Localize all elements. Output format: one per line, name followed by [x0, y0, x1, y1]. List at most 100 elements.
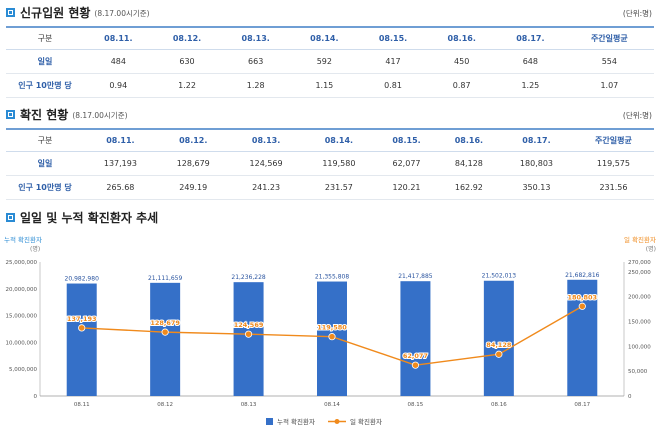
bar-data-label: 21,355,808: [315, 274, 350, 281]
table-cell: 120.21: [375, 175, 438, 200]
column-header: 08.17.: [496, 26, 565, 50]
right-tick-label: 150,000: [628, 320, 651, 326]
bar-data-label: 21,236,228: [231, 274, 266, 281]
line-data-label: 137,193: [67, 315, 97, 323]
table-cell: 137,193: [84, 151, 157, 176]
section-title: 확진 현황: [20, 107, 69, 122]
left-tick-label: 20,000,000: [6, 287, 38, 293]
table-cell: 630: [152, 49, 222, 74]
column-header: 08.12.: [152, 26, 222, 50]
bar: [483, 280, 514, 396]
left-tick-label: 0: [34, 394, 38, 400]
line-point: [411, 361, 420, 369]
row-label: 인구 10만명 당: [6, 175, 84, 200]
table-cell: 554: [564, 49, 654, 74]
bar-data-label: 21,417,885: [398, 273, 433, 280]
column-header: 08.11.: [84, 26, 153, 50]
trend-chart: 누적 확진환자(명)일 확진환자(명)05,000,00010,000,0001…: [4, 235, 656, 426]
bar-data-label: 21,111,659: [148, 275, 183, 282]
line-data-label: 119,580: [317, 324, 347, 332]
section-bullet-icon: [6, 212, 15, 222]
table-cell: 1.15: [290, 73, 359, 98]
row-label: 일일: [6, 49, 84, 74]
line-data-label: 124,569: [234, 321, 264, 329]
admissions-table: 구분 08.11. 08.12. 08.13. 08.14. 08.15. 08.16. 08…: [6, 26, 654, 98]
line-point: [578, 302, 586, 310]
table-cell: 417: [358, 49, 428, 74]
bar: [150, 282, 181, 396]
row-label: 인구 10만명 당: [6, 73, 84, 98]
column-header: 08.14.: [302, 128, 376, 152]
table-cell: 0.81: [358, 73, 428, 98]
section-title: 일일 및 누적 확진환자 추세: [20, 210, 159, 225]
left-tick-label: 15,000,000: [6, 314, 38, 320]
right-tick-label: 200,000: [628, 295, 651, 301]
table-cell: 62,077: [375, 151, 438, 176]
table-cell: 484: [84, 49, 153, 74]
table-cell: 265.68: [84, 175, 157, 200]
line-point: [328, 333, 336, 341]
section-header-admissions: 신규입원 현황 (8.17.00시기준): [6, 4, 150, 20]
bar: [400, 281, 431, 396]
column-header-category: 구분: [6, 128, 84, 152]
table-cell: 128,679: [156, 151, 230, 176]
table-cell: 1.22: [152, 73, 222, 98]
line-data-label: 128,679: [150, 319, 180, 327]
line-data-label: 62,077: [403, 352, 428, 360]
table-cell: 180,803: [500, 151, 573, 176]
line-point: [78, 324, 86, 332]
table-cell: 119,575: [572, 151, 654, 176]
bar-data-label: 21,682,816: [565, 272, 600, 279]
bar: [567, 279, 598, 396]
section-header-confirmed: 확진 현황 (8.17.00시기준): [6, 106, 128, 122]
column-header: 08.11.: [84, 128, 157, 152]
x-tick-label: 08.16: [491, 402, 507, 408]
bar-data-label: 21,502,013: [482, 273, 517, 280]
table-cell: 663: [221, 49, 291, 74]
right-tick-label: 270,000: [628, 260, 651, 266]
section-title: 신규입원 현황: [20, 5, 91, 20]
legend-line-label: 일 확진환자: [350, 417, 382, 426]
legend-bar-swatch: [266, 418, 273, 425]
unit-label: (단위:명): [622, 111, 652, 120]
table-cell: 124,569: [229, 151, 303, 176]
column-header: 08.17.: [500, 128, 573, 152]
column-header: 주간일평균: [564, 26, 654, 50]
table-cell: 592: [290, 49, 359, 74]
table-cell: 249.19: [156, 175, 230, 200]
right-tick-label: 250,000: [628, 270, 651, 276]
table-cell: 450: [427, 49, 497, 74]
left-tick-label: 10,000,000: [6, 340, 38, 346]
line-data-label: 84,128: [486, 341, 512, 349]
table-cell: 0.94: [84, 73, 153, 98]
section-bullet-icon: [6, 109, 15, 119]
column-header: 08.13.: [221, 26, 291, 50]
bar: [233, 282, 264, 396]
table-cell: 1.25: [496, 73, 565, 98]
x-tick-label: 08.14: [324, 402, 340, 408]
section-bullet-icon: [6, 7, 15, 17]
table-cell: 162.92: [437, 175, 501, 200]
column-header-category: 구분: [6, 26, 84, 50]
right-axis-title: 일 확진환자: [624, 235, 656, 244]
column-header: 08.13.: [229, 128, 303, 152]
column-header: 08.15.: [358, 26, 428, 50]
table-row: 인구 10만명 당 0.94 1.22 1.28 1.15 0.81 0.87 1.25 1.0…: [6, 73, 654, 98]
column-header: 주간일평균: [572, 128, 654, 152]
left-axis-title: 누적 확진환자: [4, 235, 42, 244]
table-row: 일일 484 630 663 592 417 450 648 554: [6, 49, 654, 74]
left-tick-label: 5,000,000: [9, 367, 37, 373]
right-tick-label: 50,000: [628, 369, 648, 375]
line-data-label: 180,803: [567, 293, 597, 301]
table-cell: 119,580: [302, 151, 376, 176]
section-subtitle: (8.17.00시기준): [72, 110, 128, 120]
line-point: [244, 330, 253, 338]
legend-bar-label: 누적 확진환자: [277, 417, 315, 426]
table-cell: 0.87: [427, 73, 497, 98]
row-label: 일일: [6, 151, 84, 176]
bar-data-label: 20,982,980: [65, 276, 100, 283]
column-header: 08.15.: [375, 128, 438, 152]
x-tick-label: 08.11: [74, 402, 90, 408]
table-cell: 84,128: [437, 151, 501, 176]
table-cell: 1.07: [564, 73, 654, 98]
